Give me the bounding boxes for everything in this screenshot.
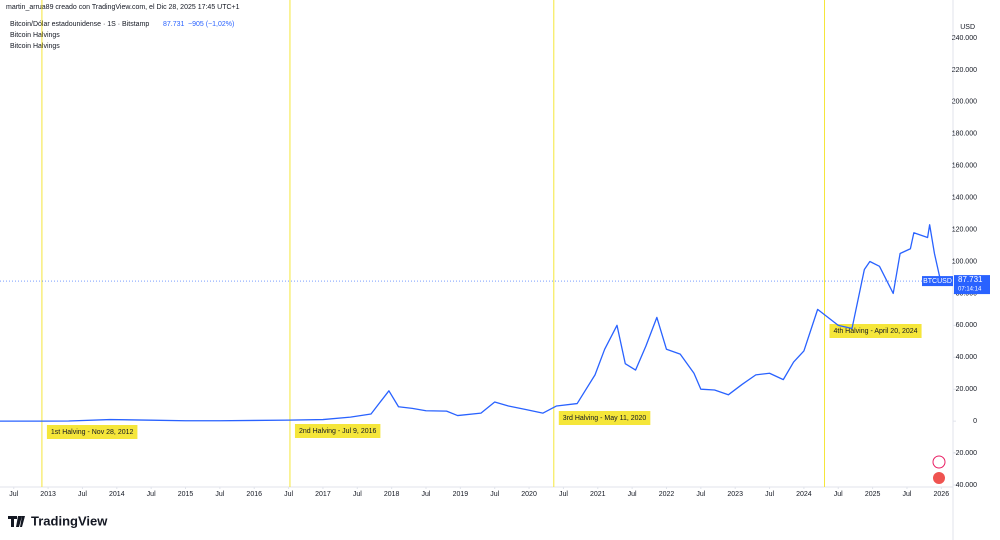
y-tick-label: 220.000: [952, 67, 977, 74]
halving-label-text: 1st Halving - Nov 28, 2012: [51, 429, 134, 436]
y-tick-label: -40.000: [953, 482, 977, 489]
x-tick-label: Jul: [490, 491, 499, 498]
x-tick-label: Jul: [215, 491, 224, 498]
halving-label: 3rd Halving - May 11, 2020: [558, 411, 651, 425]
logo: TradingView: [8, 513, 108, 528]
x-tick-label: 2017: [315, 491, 331, 498]
x-tick-label: 2019: [453, 491, 469, 498]
countdown: 07:14:14: [958, 287, 982, 293]
side-icons: [932, 455, 946, 484]
price-line: [0, 224, 942, 422]
price-tag: 87.731: [958, 275, 983, 284]
x-tick-label: Jul: [834, 491, 843, 498]
halving-label-text: 4th Halving - April 20, 2024: [834, 328, 918, 335]
x-tick-label: Jul: [9, 491, 18, 498]
x-tick-label: Jul: [422, 491, 431, 498]
x-tick-label: 2015: [178, 491, 194, 498]
x-tick-label: Jul: [765, 491, 774, 498]
x-tick-label: 2026: [934, 491, 950, 498]
price-tag-bg: [954, 275, 990, 295]
halving-label: 2nd Halving - Jul 9, 2016: [294, 424, 381, 438]
y-tick-label: 240.000: [952, 35, 977, 42]
x-tick-label: 2021: [590, 491, 606, 498]
x-tick-label: Jul: [628, 491, 637, 498]
legend-change: −905 (−1,02%): [188, 21, 234, 28]
y-tick-label: 40.000: [956, 354, 978, 361]
y-tick-label: 60.000: [956, 322, 978, 329]
header: martin_arrua89 creado con TradingView.co…: [6, 4, 240, 11]
icon: [933, 472, 945, 484]
icon: [932, 455, 946, 469]
y-tick-label: 100.000: [952, 258, 977, 265]
halving-label-text: 3rd Halving - May 11, 2020: [563, 415, 647, 422]
symbol-title: Bitcoin/Dólar estadounidense · 1S · Bits…: [10, 21, 149, 28]
y-tick-label: 20.000: [956, 386, 978, 393]
x-tick-label: Jul: [78, 491, 87, 498]
logo-text: TradingView: [31, 513, 108, 528]
halving-label-text: 2nd Halving - Jul 9, 2016: [299, 428, 377, 435]
y-tick-label: 200.000: [952, 99, 977, 106]
x-tick-label: Jul: [284, 491, 293, 498]
y-tick-label: -20.000: [953, 450, 977, 457]
y-tick-label: 180.000: [952, 131, 977, 138]
x-tick-label: Jul: [147, 491, 156, 498]
y-tick-label: 160.000: [952, 163, 977, 170]
x-tick-label: 2013: [40, 491, 56, 498]
x-tick-label: 2023: [727, 491, 743, 498]
x-tick-label: 2020: [521, 491, 537, 498]
x-tick-label: 2025: [865, 491, 881, 498]
x-tick-label: 2018: [384, 491, 400, 498]
x-tick-label: 2014: [109, 491, 125, 498]
x-tick-label: Jul: [902, 491, 911, 498]
y-tick-label: 120.000: [952, 226, 977, 233]
x-tick-label: Jul: [559, 491, 568, 498]
legend-price: 87.731: [163, 21, 185, 28]
y-tick-label: 0: [973, 418, 977, 425]
symbol-tag-bg: [922, 276, 953, 287]
x-tick-label: 2016: [246, 491, 262, 498]
x-tick-label: 2022: [659, 491, 675, 498]
y-axis-label: USD: [960, 24, 975, 31]
halving-label-bg: [46, 425, 138, 439]
symbol-tag: BTCUSD: [923, 278, 952, 285]
x-tick-label: Jul: [353, 491, 362, 498]
x-tick-label: Jul: [696, 491, 705, 498]
x-tick-label: 2024: [796, 491, 812, 498]
y-tick-label: 140.000: [952, 194, 977, 201]
halving-label: 1st Halving - Nov 28, 2012: [46, 425, 138, 439]
indicator: Bitcoin Halvings: [10, 32, 60, 39]
halving-label-bg: [294, 424, 381, 438]
indicator: Bitcoin Halvings: [10, 43, 60, 50]
halving-label-bg: [558, 411, 651, 425]
logo-icon: [8, 516, 25, 527]
